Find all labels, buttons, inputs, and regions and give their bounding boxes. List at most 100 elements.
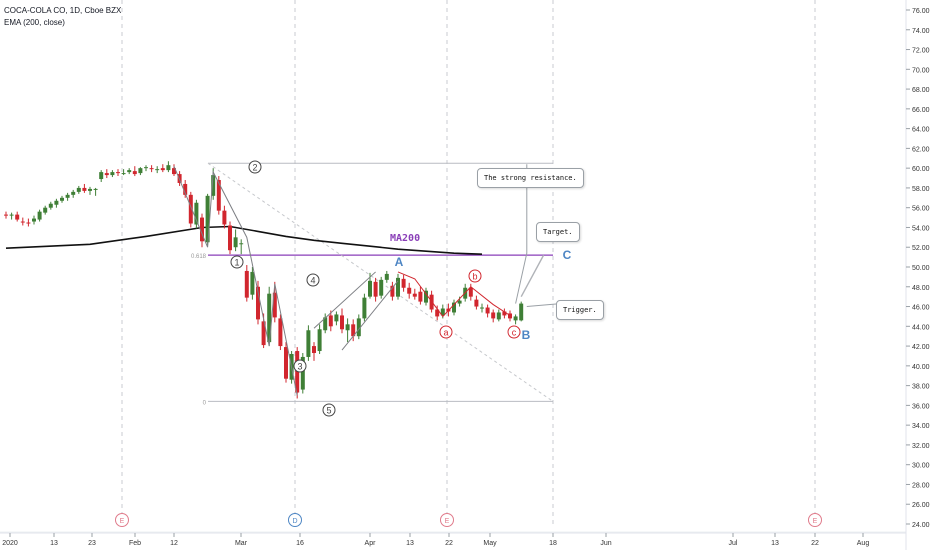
candle-body-up <box>317 329 322 352</box>
price-tick-label: 48.00 <box>912 285 930 292</box>
time-tick-label: Jun <box>600 540 611 547</box>
candle-body-up <box>121 173 126 175</box>
price-tick-label: 36.00 <box>912 403 930 410</box>
price-tick-label: 26.00 <box>912 502 930 509</box>
wave-5-marker: 5 <box>322 403 336 417</box>
target-callout[interactable]: Target. <box>536 222 580 242</box>
candle-body-up <box>519 303 524 321</box>
wave-1-marker-text: 1 <box>234 258 239 268</box>
candle-body-up <box>88 188 92 191</box>
candle-body-down <box>284 347 288 379</box>
time-tick-label: Feb <box>129 540 141 547</box>
candle <box>519 301 524 322</box>
candle-body-up <box>71 191 76 195</box>
time-tick-label: May <box>483 540 497 547</box>
a-wave-upper-channel <box>313 271 376 329</box>
time-tick-label: 13 <box>50 540 58 547</box>
candle-body-down <box>20 221 25 223</box>
candle-body-down <box>26 222 31 224</box>
candle <box>194 199 199 229</box>
candle <box>166 161 171 173</box>
candle <box>250 267 255 300</box>
candle <box>20 217 25 226</box>
candle-body-down <box>278 318 283 347</box>
candle <box>452 299 456 316</box>
price-tick-label: 38.00 <box>912 384 930 391</box>
wave-3-marker: 3 <box>293 359 307 373</box>
wave-A-label: A <box>395 255 404 269</box>
candle <box>9 212 14 220</box>
candle <box>284 342 288 383</box>
fib-level-0618-label: 0.618 <box>191 254 207 260</box>
candle-body-down <box>82 187 87 191</box>
wave-3-marker-text: 3 <box>297 362 302 372</box>
candle <box>379 276 384 299</box>
candle-body-up <box>138 168 143 174</box>
event-marker-label: E <box>445 518 450 525</box>
candle <box>15 211 20 222</box>
candle-body-up <box>480 307 484 309</box>
price-tick-label: 70.00 <box>912 67 930 74</box>
wave-5-marker-ring <box>322 403 336 417</box>
candle <box>149 165 154 173</box>
candle-body-up <box>155 169 160 171</box>
candle-body-down <box>116 172 120 174</box>
candle <box>216 176 221 215</box>
wave-2-marker-ring <box>248 160 262 174</box>
candle <box>104 169 109 179</box>
wave-a-sub-marker-ring <box>439 325 453 339</box>
event-marker: D <box>288 513 302 527</box>
time-axis: 2020 13 23 Feb 12 Mar 16 Apr 13 22 May 18 Jun Jul 13 22… <box>0 532 906 547</box>
candle <box>396 273 400 300</box>
price-tick-label: 64.00 <box>912 127 930 134</box>
resistance-callout[interactable]: The strong resistance. <box>477 168 584 188</box>
candle-body-up <box>9 214 14 216</box>
price-tick-label: 42.00 <box>912 344 930 351</box>
candle-body-up <box>60 197 64 201</box>
price-tick-label: 76.00 <box>912 8 930 15</box>
candle <box>435 305 440 321</box>
candle <box>88 186 92 195</box>
trigger-callout[interactable]: Trigger. <box>556 300 604 320</box>
candle <box>99 170 104 182</box>
candlestick-series <box>4 161 524 399</box>
candle <box>200 213 204 248</box>
candle-body-down <box>373 281 378 297</box>
candle <box>239 239 244 255</box>
candle-body-down <box>401 278 406 288</box>
candle-body-up <box>144 167 148 169</box>
candle-body-up <box>76 187 81 192</box>
candle <box>76 185 81 194</box>
time-tick-label: 16 <box>296 540 304 547</box>
wave-1-marker: 1 <box>230 255 244 269</box>
price-tick-label: 50.00 <box>912 265 930 272</box>
candle-body-up <box>54 200 59 205</box>
candle-body-down <box>244 270 249 298</box>
event-marker-ring <box>288 513 302 527</box>
candle-body-up <box>43 207 48 213</box>
candle <box>384 270 389 283</box>
candle-body-down <box>104 173 109 176</box>
candle-body-down <box>160 168 165 171</box>
candle <box>502 308 507 319</box>
candle <box>323 313 328 334</box>
candle <box>356 314 361 340</box>
candle <box>48 201 53 210</box>
candle <box>228 221 232 255</box>
candle <box>334 311 339 326</box>
candle-body-down <box>418 291 423 302</box>
candle-body-up <box>323 317 328 331</box>
candle-body-up <box>368 280 372 297</box>
candle-body-down <box>435 309 440 317</box>
candle-body-down <box>132 171 137 175</box>
candle-body-down <box>474 299 479 307</box>
candle-body-up <box>362 297 367 319</box>
candle <box>82 183 87 193</box>
price-tick-label: 46.00 <box>912 305 930 312</box>
event-marker-label: E <box>813 518 818 525</box>
candle-body-up <box>127 170 132 173</box>
price-tick-label: 32.00 <box>912 443 930 450</box>
impulse-wave-path <box>173 165 298 396</box>
